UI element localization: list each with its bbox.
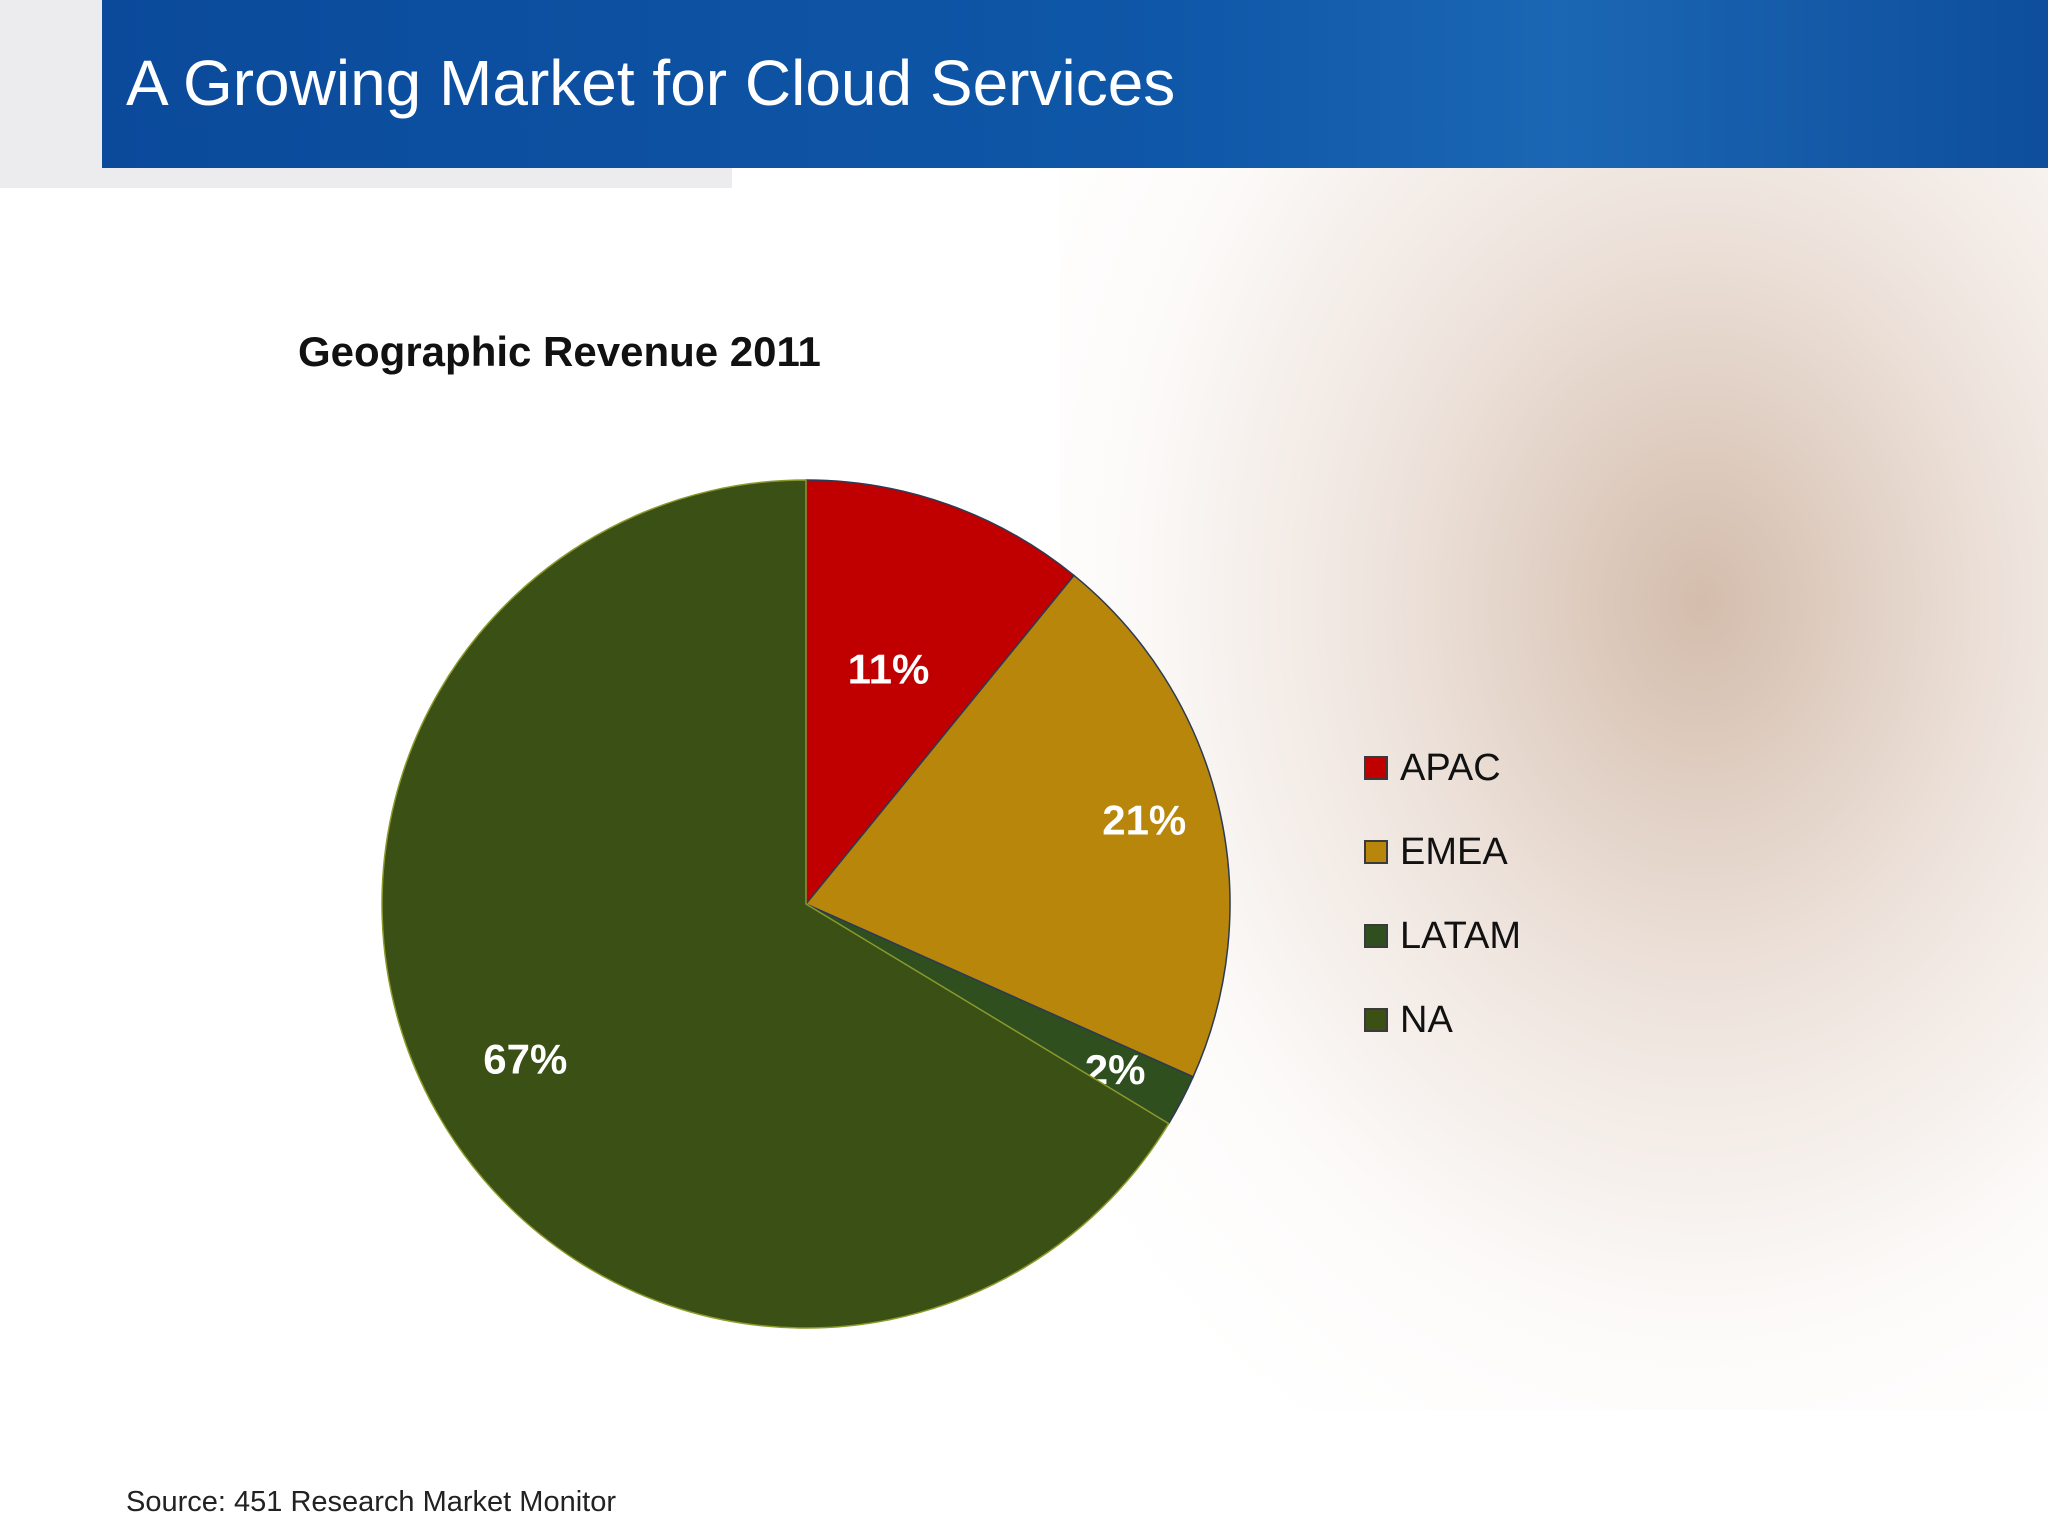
data-label-emea: 21% bbox=[1102, 797, 1186, 844]
title-bar bbox=[102, 0, 2048, 168]
chart-legend: APAC EMEA LATAM NA bbox=[1364, 726, 1521, 1062]
pie-slice-na bbox=[381, 479, 1170, 1329]
legend-label-emea: EMEA bbox=[1400, 830, 1508, 873]
legend-swatch-latam bbox=[1364, 924, 1388, 948]
legend-item-latam: LATAM bbox=[1364, 894, 1521, 978]
legend-label-na: NA bbox=[1400, 998, 1453, 1041]
data-label-apac: 11% bbox=[848, 645, 930, 692]
title-underline-strip bbox=[0, 168, 732, 188]
legend-label-latam: LATAM bbox=[1400, 914, 1522, 957]
legend-item-na: NA bbox=[1364, 978, 1521, 1062]
legend-swatch-emea bbox=[1364, 840, 1388, 864]
chart-title: Geographic Revenue 2011 bbox=[298, 328, 821, 375]
legend-item-emea: EMEA bbox=[1364, 810, 1521, 894]
legend-label-apac: APAC bbox=[1400, 746, 1501, 789]
world-map-background bbox=[1060, 168, 2048, 1410]
legend-item-apac: APAC bbox=[1364, 726, 1521, 810]
pie-slice-emea bbox=[804, 574, 1231, 1078]
data-label-na: 67% bbox=[483, 1035, 567, 1082]
source-note: Source: 451 Research Market Monitor bbox=[126, 1486, 616, 1518]
legend-swatch-na bbox=[1364, 1008, 1388, 1032]
left-accent-strip bbox=[0, 0, 102, 187]
slide-title: A Growing Market for Cloud Services bbox=[126, 47, 1176, 119]
legend-swatch-apac bbox=[1364, 756, 1388, 780]
pie-slice-apac bbox=[805, 479, 1076, 907]
